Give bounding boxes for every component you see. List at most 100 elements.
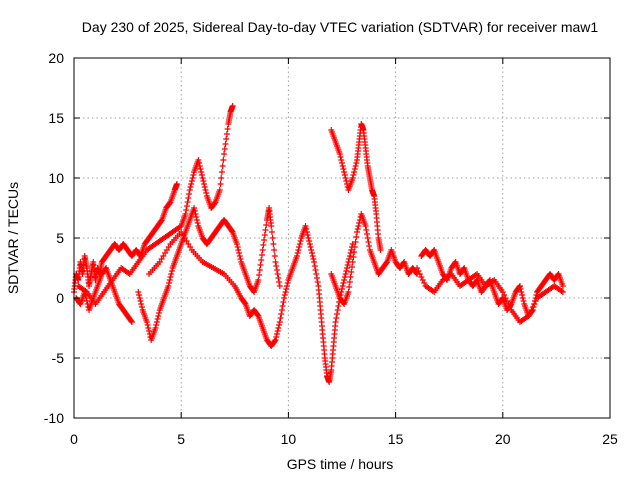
- data-point: [355, 223, 362, 229]
- data-point: [302, 223, 309, 229]
- data-point: [279, 303, 286, 309]
- data-point: [418, 274, 425, 280]
- data-point: [185, 195, 192, 201]
- data-point: [354, 226, 361, 232]
- data-point: [339, 286, 345, 292]
- data-point: [201, 184, 208, 190]
- data-point: [284, 280, 291, 286]
- data-point: [517, 286, 524, 292]
- data-point: [346, 256, 353, 262]
- data-point: [347, 274, 354, 280]
- data-point: [311, 263, 318, 269]
- data-point: [237, 256, 244, 262]
- data-point: [196, 160, 203, 166]
- data-point: [342, 271, 349, 277]
- data-point: [263, 222, 270, 228]
- data-point: [364, 231, 371, 237]
- data-point: [183, 207, 190, 213]
- data-point: [336, 151, 343, 157]
- data-point: [272, 259, 279, 265]
- data-point: [153, 322, 160, 328]
- data-point: [273, 331, 280, 337]
- data-point: [186, 187, 193, 193]
- data-point: [339, 283, 346, 289]
- data-point: [351, 166, 358, 172]
- data-point: [276, 322, 283, 328]
- y-tick-label: 10: [48, 170, 64, 186]
- data-point: [256, 272, 263, 278]
- data-point: [154, 316, 161, 322]
- data-point: [221, 151, 228, 157]
- data-point: [559, 289, 566, 295]
- data-point: [297, 238, 304, 244]
- data-point: [276, 279, 283, 285]
- data-point: [519, 292, 526, 298]
- data-point: [339, 163, 346, 169]
- data-point: [273, 263, 280, 269]
- x-tick-label: 5: [177, 431, 185, 447]
- data-point: [333, 311, 340, 317]
- data-point: [196, 163, 203, 169]
- data-point: [343, 178, 350, 184]
- data-point: [303, 226, 310, 232]
- data-point: [236, 253, 243, 259]
- data-point: [303, 229, 310, 235]
- data-point: [308, 250, 315, 256]
- data-point: [349, 264, 356, 270]
- x-tick-label: 20: [495, 431, 511, 447]
- data-point: [344, 262, 351, 268]
- data-point: [183, 203, 190, 209]
- data-point: [282, 289, 289, 295]
- data-point: [352, 163, 359, 169]
- data-point: [182, 211, 189, 217]
- data-point: [257, 262, 264, 268]
- data-point: [342, 175, 349, 181]
- data-point: [348, 269, 355, 275]
- data-point: [193, 214, 200, 220]
- data-point: [313, 275, 320, 281]
- data-point: [296, 244, 303, 250]
- data-point: [529, 304, 536, 310]
- data-point: [365, 239, 372, 245]
- data-point: [334, 307, 341, 313]
- data-point: [344, 265, 351, 271]
- axes: 0 5 10 15 20 25 -10 -5 0 5 10 15 20: [44, 50, 618, 447]
- data-point: [281, 295, 288, 301]
- data-point: [366, 243, 373, 249]
- series-arc-6: [328, 121, 384, 253]
- data-point: [340, 166, 347, 172]
- data-point: [186, 191, 193, 197]
- data-point: [202, 187, 209, 193]
- data-point: [236, 250, 243, 256]
- x-tick-label: 15: [388, 431, 404, 447]
- data-point: [201, 181, 208, 187]
- data-point: [310, 256, 317, 262]
- data-point: [268, 223, 275, 229]
- data-point: [340, 280, 347, 286]
- data-point: [332, 319, 339, 325]
- data-point: [341, 169, 348, 175]
- data-point: [306, 241, 313, 247]
- data-point: [306, 238, 313, 244]
- data-point: [356, 220, 363, 226]
- data-point: [346, 284, 353, 290]
- data-point: [145, 325, 152, 331]
- data-point: [516, 283, 523, 289]
- data-point: [268, 229, 275, 235]
- data-point: [532, 298, 539, 304]
- data-point: [311, 259, 318, 265]
- data-point: [350, 172, 357, 178]
- data-point: [195, 157, 202, 163]
- data-marks: [71, 103, 566, 385]
- x-tick-label: 10: [281, 431, 297, 447]
- data-point: [273, 334, 280, 340]
- data-point: [335, 303, 342, 309]
- data-point: [276, 319, 283, 325]
- data-point: [377, 247, 384, 253]
- data-point: [275, 275, 282, 281]
- data-point: [275, 325, 282, 331]
- data-point: [281, 292, 288, 298]
- data-point: [189, 175, 196, 181]
- data-point: [222, 141, 229, 147]
- series-arc-9: [414, 265, 566, 325]
